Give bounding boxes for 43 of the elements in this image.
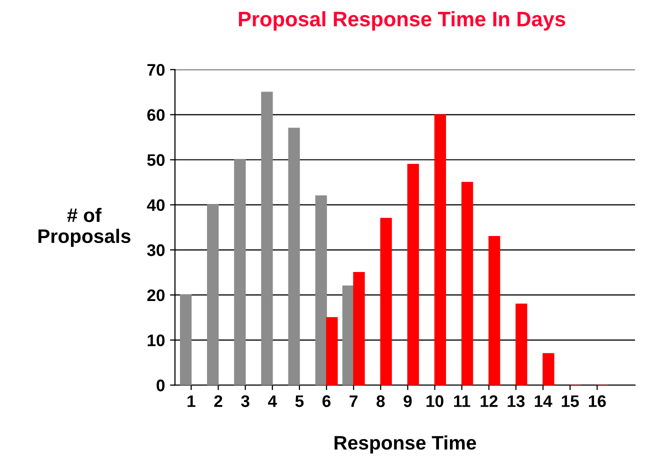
y-tick-label: 40 [146,199,165,212]
y-tick-label: 10 [148,334,165,346]
x-tick-label: 15 [562,395,579,408]
y-tick-label: 70 [147,64,165,76]
x-tick-label: 5 [295,395,304,408]
bar [542,353,554,386]
chart-title: Proposal Response Time In Days [238,11,566,31]
x-tick-label: 6 [322,395,331,408]
bar [261,92,273,386]
x-tick-label: 8 [376,395,385,408]
y-tick-label: 30 [147,244,165,256]
bar [315,195,327,386]
bar [461,182,474,386]
x-tick-label: 3 [241,395,250,408]
bar [488,236,500,386]
x-tick-label: 11 [454,395,470,407]
x-tick-label: 13 [508,395,525,408]
x-axis-title: Response Time [334,435,476,454]
x-tick-label: 12 [480,395,498,407]
x-tick-label: 16 [588,395,606,408]
bar [516,304,528,386]
x-tick-label: 4 [268,395,277,407]
bar [342,286,354,386]
x-tick-label: 10 [426,395,444,408]
x-tick-label: 7 [350,395,358,407]
bar [407,164,419,386]
bar [180,294,192,386]
bar [380,218,392,386]
bar [234,159,246,386]
bar [353,272,365,386]
y-tick-label: 50 [147,154,165,166]
bar [326,317,338,386]
x-tick-label: 14 [534,395,552,407]
y-tick-label: 60 [147,109,165,121]
bar [288,128,300,386]
y-tick-label: 0 [156,380,165,392]
bar [207,204,219,386]
y-tick-label: 20 [147,289,165,302]
x-tick-label: 9 [404,395,412,408]
y-axis-title: # of Proposals [38,208,130,247]
x-tick-label: 1 [188,395,196,407]
x-tick-label: 2 [214,395,222,407]
bar [434,114,446,386]
